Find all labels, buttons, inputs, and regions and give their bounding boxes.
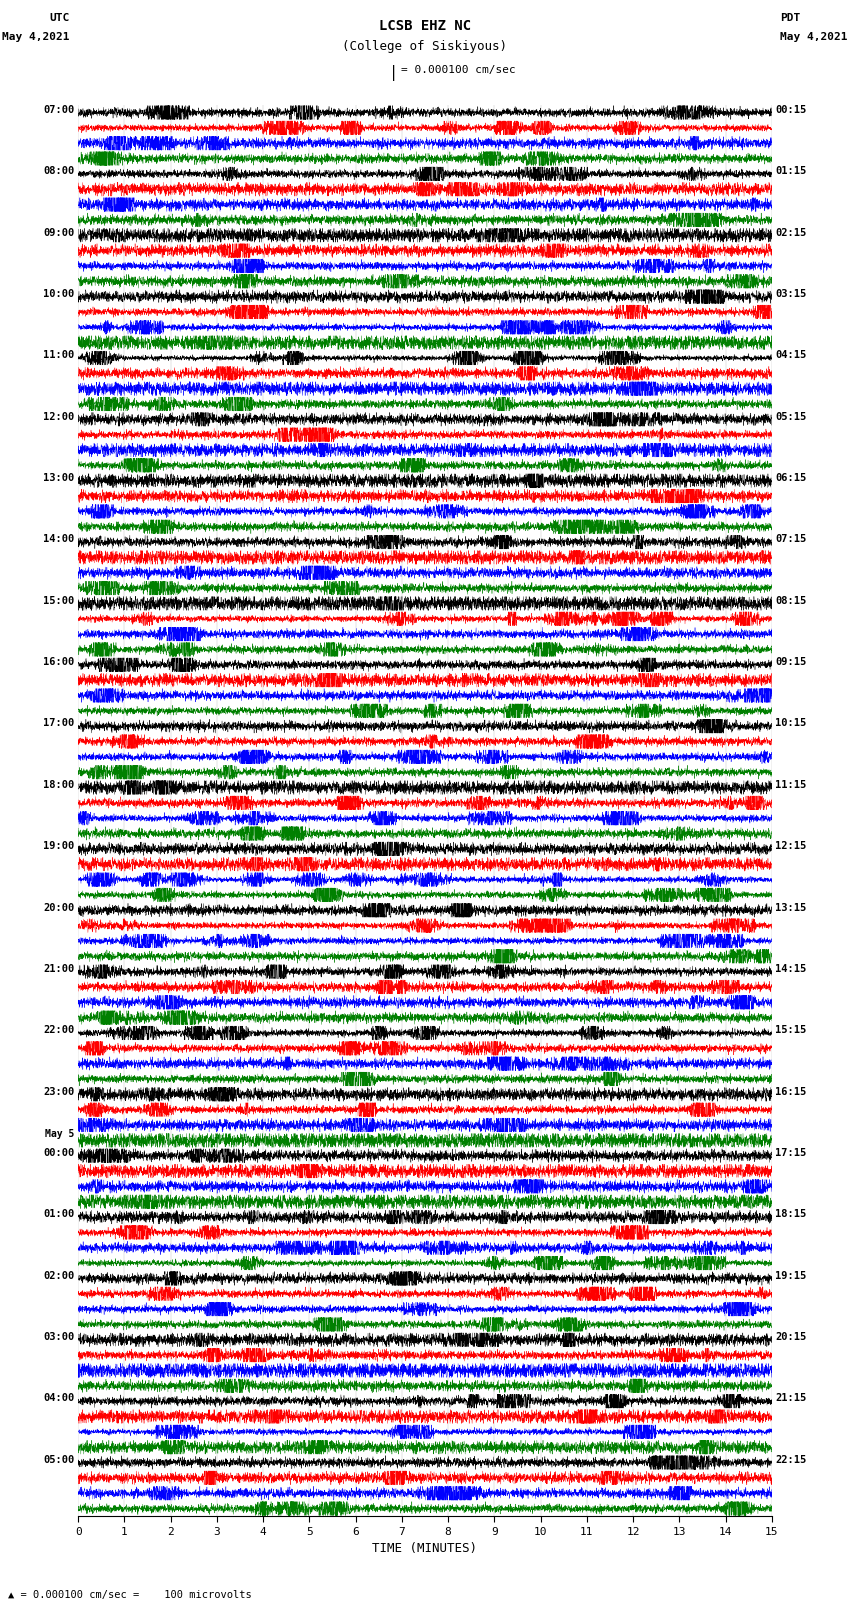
Text: (College of Siskiyous): (College of Siskiyous) xyxy=(343,40,507,53)
Text: 10:00: 10:00 xyxy=(43,289,75,298)
X-axis label: TIME (MINUTES): TIME (MINUTES) xyxy=(372,1542,478,1555)
Text: 22:15: 22:15 xyxy=(775,1455,807,1465)
Text: 17:00: 17:00 xyxy=(43,718,75,729)
Text: 15:15: 15:15 xyxy=(775,1026,807,1036)
Text: 12:00: 12:00 xyxy=(43,411,75,421)
Text: 04:15: 04:15 xyxy=(775,350,807,360)
Text: 15:00: 15:00 xyxy=(43,595,75,606)
Text: 13:15: 13:15 xyxy=(775,903,807,913)
Text: 18:00: 18:00 xyxy=(43,779,75,790)
Text: 09:00: 09:00 xyxy=(43,227,75,237)
Text: = 0.000100 cm/sec: = 0.000100 cm/sec xyxy=(401,65,516,74)
Text: May 5: May 5 xyxy=(45,1129,75,1139)
Text: 13:00: 13:00 xyxy=(43,473,75,482)
Text: 14:15: 14:15 xyxy=(775,965,807,974)
Text: 03:15: 03:15 xyxy=(775,289,807,298)
Text: 04:00: 04:00 xyxy=(43,1394,75,1403)
Text: 02:15: 02:15 xyxy=(775,227,807,237)
Text: 07:00: 07:00 xyxy=(43,105,75,115)
Text: 09:15: 09:15 xyxy=(775,656,807,668)
Text: 16:00: 16:00 xyxy=(43,656,75,668)
Text: |: | xyxy=(389,65,398,81)
Text: ▲ = 0.000100 cm/sec =    100 microvolts: ▲ = 0.000100 cm/sec = 100 microvolts xyxy=(8,1590,252,1600)
Text: PDT: PDT xyxy=(780,13,801,23)
Text: 05:15: 05:15 xyxy=(775,411,807,421)
Text: 11:15: 11:15 xyxy=(775,779,807,790)
Text: 07:15: 07:15 xyxy=(775,534,807,545)
Text: 10:15: 10:15 xyxy=(775,718,807,729)
Text: 03:00: 03:00 xyxy=(43,1332,75,1342)
Text: May 4,2021: May 4,2021 xyxy=(3,32,70,42)
Text: 02:00: 02:00 xyxy=(43,1271,75,1281)
Text: UTC: UTC xyxy=(49,13,70,23)
Text: May 4,2021: May 4,2021 xyxy=(780,32,847,42)
Text: 08:15: 08:15 xyxy=(775,595,807,606)
Text: 08:00: 08:00 xyxy=(43,166,75,176)
Text: 19:15: 19:15 xyxy=(775,1271,807,1281)
Text: 21:15: 21:15 xyxy=(775,1394,807,1403)
Text: 17:15: 17:15 xyxy=(775,1148,807,1158)
Text: 06:15: 06:15 xyxy=(775,473,807,482)
Text: 01:15: 01:15 xyxy=(775,166,807,176)
Text: 21:00: 21:00 xyxy=(43,965,75,974)
Text: 11:00: 11:00 xyxy=(43,350,75,360)
Text: 18:15: 18:15 xyxy=(775,1210,807,1219)
Text: 01:00: 01:00 xyxy=(43,1210,75,1219)
Text: 00:00: 00:00 xyxy=(43,1148,75,1158)
Text: 20:00: 20:00 xyxy=(43,903,75,913)
Text: 20:15: 20:15 xyxy=(775,1332,807,1342)
Text: 00:15: 00:15 xyxy=(775,105,807,115)
Text: 19:00: 19:00 xyxy=(43,842,75,852)
Text: 23:00: 23:00 xyxy=(43,1087,75,1097)
Text: 12:15: 12:15 xyxy=(775,842,807,852)
Text: 14:00: 14:00 xyxy=(43,534,75,545)
Text: 16:15: 16:15 xyxy=(775,1087,807,1097)
Text: 22:00: 22:00 xyxy=(43,1026,75,1036)
Text: 05:00: 05:00 xyxy=(43,1455,75,1465)
Text: LCSB EHZ NC: LCSB EHZ NC xyxy=(379,19,471,34)
